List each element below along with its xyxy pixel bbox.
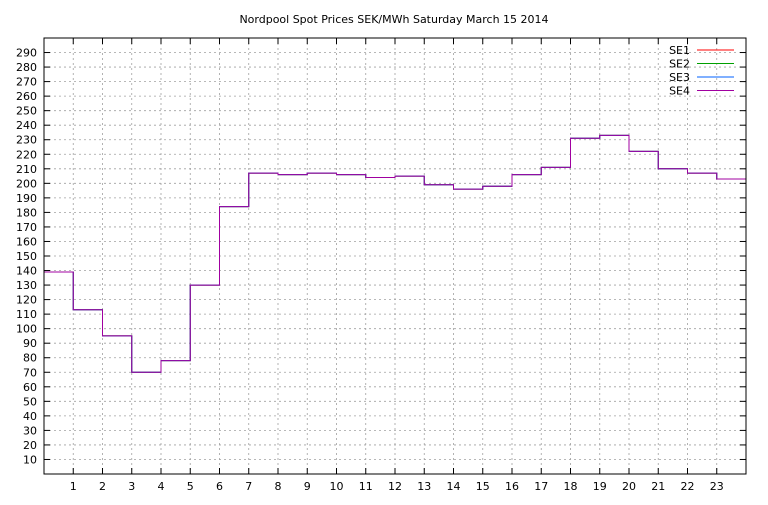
x-tick-label: 17: [534, 480, 548, 493]
y-tick-label: 70: [23, 366, 37, 379]
series-line-se4: [44, 134, 746, 373]
y-tick-label: 200: [16, 177, 37, 190]
y-tick-label: 170: [16, 221, 37, 234]
legend-label-se3: SE3: [669, 71, 690, 84]
legend-label-se1: SE1: [669, 44, 690, 57]
legend-label-se4: SE4: [669, 85, 690, 98]
y-tick-label: 90: [23, 337, 37, 350]
y-tick-label: 180: [16, 206, 37, 219]
series-lines: [44, 134, 746, 373]
y-tick-label: 210: [16, 163, 37, 176]
y-tick-label: 40: [23, 410, 37, 423]
y-tick-label: 100: [16, 323, 37, 336]
grid-lines: [44, 38, 746, 474]
x-tick-label: 7: [245, 480, 252, 493]
x-tick-label: 22: [681, 480, 695, 493]
x-tick-label: 1: [70, 480, 77, 493]
x-tick-label: 6: [216, 480, 223, 493]
y-tick-label: 60: [23, 381, 37, 394]
y-tick-label: 30: [23, 424, 37, 437]
axis-ticks: 1020304050607080901001101201301401501601…: [16, 38, 746, 493]
y-tick-label: 120: [16, 294, 37, 307]
x-tick-label: 19: [593, 480, 607, 493]
x-tick-label: 14: [447, 480, 461, 493]
y-tick-label: 220: [16, 148, 37, 161]
x-tick-label: 21: [651, 480, 665, 493]
y-tick-label: 140: [16, 265, 37, 278]
y-tick-label: 250: [16, 105, 37, 118]
y-tick-label: 270: [16, 76, 37, 89]
x-tick-label: 10: [330, 480, 344, 493]
y-tick-label: 130: [16, 279, 37, 292]
legend-label-se2: SE2: [669, 58, 690, 71]
y-tick-label: 150: [16, 250, 37, 263]
y-tick-label: 110: [16, 308, 37, 321]
y-tick-label: 10: [23, 453, 37, 466]
y-tick-label: 190: [16, 192, 37, 205]
x-tick-label: 9: [304, 480, 311, 493]
x-tick-label: 20: [622, 480, 636, 493]
x-tick-label: 18: [564, 480, 578, 493]
x-tick-label: 13: [417, 480, 431, 493]
chart-title: Nordpool Spot Prices SEK/MWh Saturday Ma…: [239, 13, 548, 26]
y-tick-label: 230: [16, 134, 37, 147]
y-tick-label: 80: [23, 352, 37, 365]
x-tick-label: 23: [710, 480, 724, 493]
y-tick-label: 50: [23, 395, 37, 408]
y-tick-label: 260: [16, 90, 37, 103]
y-tick-label: 160: [16, 235, 37, 248]
x-tick-label: 5: [187, 480, 194, 493]
y-tick-label: 280: [16, 61, 37, 74]
x-tick-label: 2: [99, 480, 106, 493]
x-tick-label: 16: [505, 480, 519, 493]
y-tick-label: 240: [16, 119, 37, 132]
x-tick-label: 3: [128, 480, 135, 493]
x-tick-label: 4: [158, 480, 165, 493]
y-tick-label: 20: [23, 439, 37, 452]
x-tick-label: 15: [476, 480, 490, 493]
y-tick-label: 290: [16, 47, 37, 60]
x-tick-label: 11: [359, 480, 373, 493]
x-tick-label: 8: [275, 480, 282, 493]
x-tick-label: 12: [388, 480, 402, 493]
